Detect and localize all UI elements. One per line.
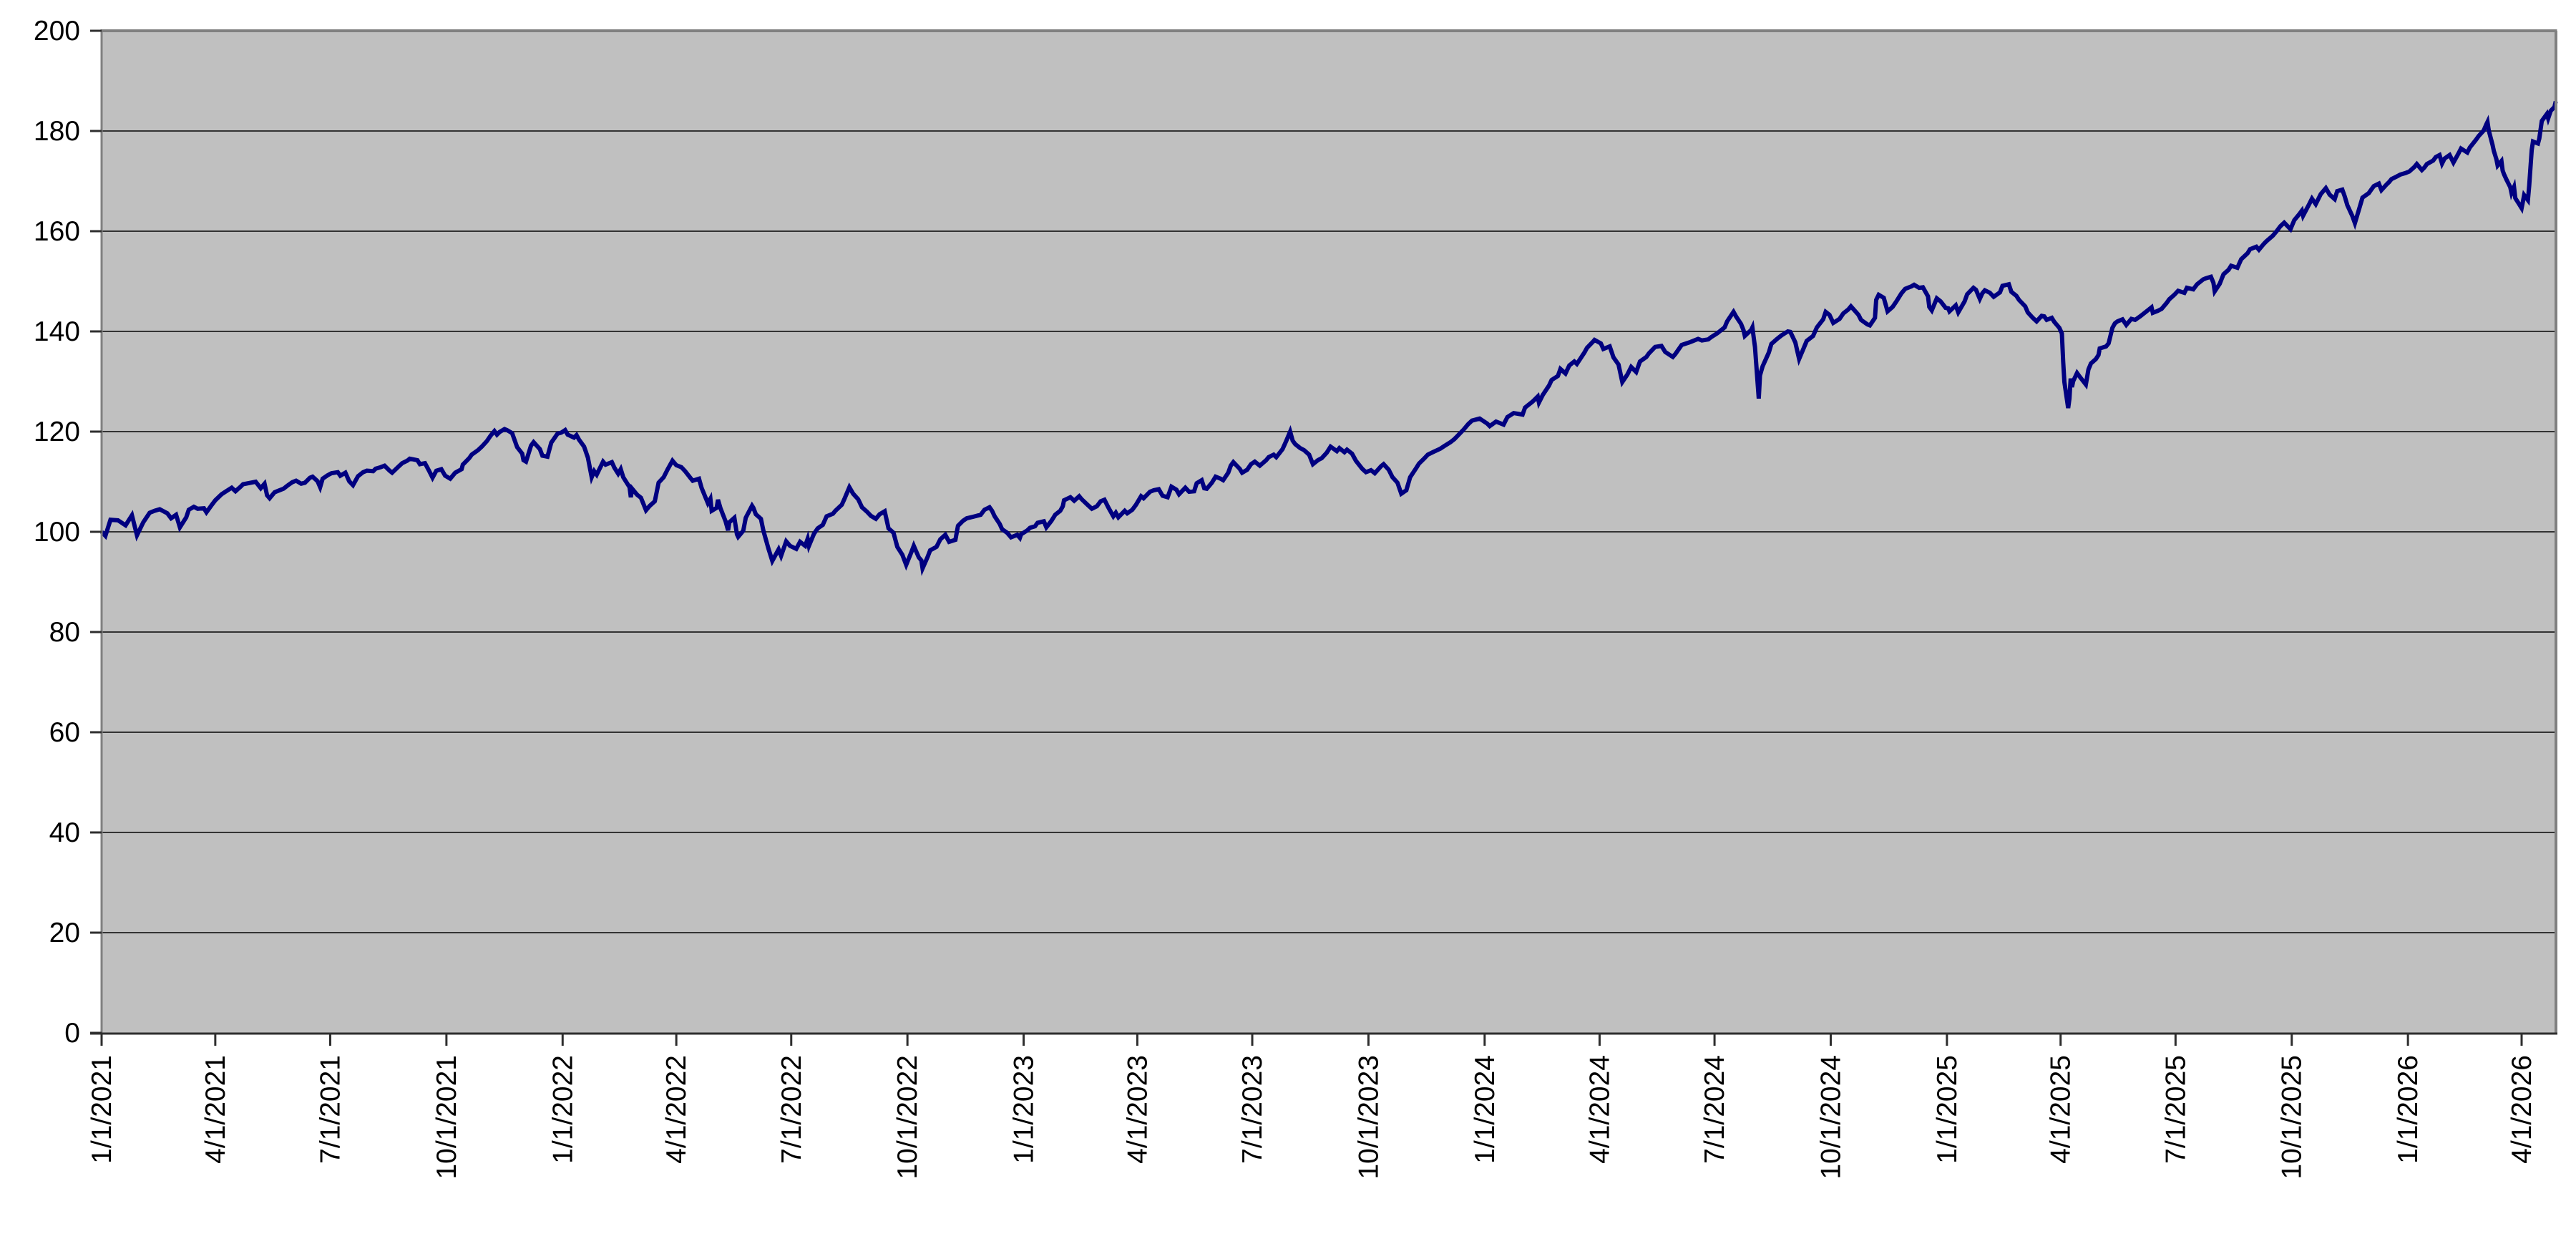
x-tick-label: 7/1/2021 <box>315 1055 346 1164</box>
y-tick-label: 140 <box>34 316 80 347</box>
x-tick-label: 1/1/2023 <box>1009 1055 1040 1164</box>
x-tick-label: 4/1/2024 <box>1584 1055 1615 1164</box>
x-tick-label: 1/1/2022 <box>547 1055 578 1164</box>
y-tick-label: 20 <box>49 918 80 948</box>
y-tick-label: 40 <box>49 817 80 848</box>
y-tick-label: 80 <box>49 617 80 648</box>
y-tick-label: 0 <box>64 1018 80 1049</box>
x-tick-label: 1/1/2024 <box>1470 1055 1501 1164</box>
x-tick-label: 7/1/2023 <box>1237 1055 1268 1164</box>
x-axis-ticks <box>100 1034 2523 1046</box>
x-tick-label: 10/1/2025 <box>2277 1055 2308 1180</box>
x-tick-label: 10/1/2024 <box>1815 1055 1846 1180</box>
y-tick-label: 200 <box>34 16 80 47</box>
x-tick-label: 1/1/2021 <box>87 1055 117 1164</box>
x-tick-label: 10/1/2022 <box>892 1055 923 1180</box>
x-tick-label: 7/1/2022 <box>776 1055 807 1164</box>
x-tick-label: 4/1/2025 <box>2046 1055 2077 1164</box>
x-tick-label: 4/1/2023 <box>1122 1055 1153 1164</box>
series-line <box>99 101 2558 576</box>
y-tick-label: 120 <box>34 417 80 447</box>
x-tick-label: 4/1/2022 <box>661 1055 692 1164</box>
y-tick-label: 60 <box>49 717 80 748</box>
x-tick-label: 1/1/2025 <box>1932 1055 1963 1164</box>
x-tick-label: 10/1/2021 <box>431 1055 462 1180</box>
x-tick-label: 4/1/2021 <box>200 1055 231 1164</box>
x-axis-labels: 1/1/2021 4/1/2021 7/1/2021 10/1/2021 1/1/202… <box>87 1055 2537 1180</box>
gridlines <box>102 130 2556 933</box>
x-tick-label: 7/1/2025 <box>2160 1055 2191 1164</box>
x-tick-label: 10/1/2023 <box>1353 1055 1384 1180</box>
x-tick-label: 1/1/2026 <box>2393 1055 2424 1164</box>
y-axis-ticks <box>90 29 102 1034</box>
y-tick-label: 160 <box>34 216 80 247</box>
x-tick-label: 7/1/2024 <box>1699 1055 1730 1164</box>
y-tick-label: 180 <box>34 116 80 147</box>
y-axis-labels: 0 20 40 60 80 100 120 140 160 180 200 <box>34 16 80 1049</box>
x-tick-label: 4/1/2026 <box>2507 1055 2537 1164</box>
y-tick-label: 100 <box>34 517 80 548</box>
